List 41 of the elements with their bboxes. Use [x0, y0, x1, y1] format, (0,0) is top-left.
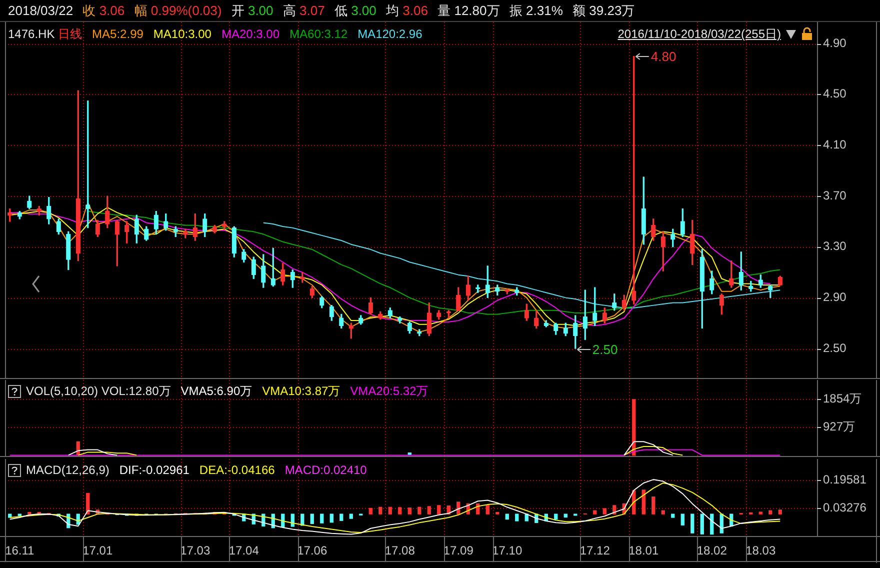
x-tick-label: 17.06	[297, 544, 328, 558]
x-tick-label: 17.12	[580, 544, 610, 558]
annotation: MACD:0.02410	[284, 463, 367, 478]
text: MA10:3.00	[153, 27, 212, 42]
y-tick-label: 1854万	[823, 392, 862, 406]
y-tick-label: 2.50	[823, 340, 847, 355]
x-tick-label: 17.03	[180, 544, 210, 558]
text: VMA5:6.90万	[180, 384, 252, 399]
chart-title: MACD(12,26,9)	[26, 463, 110, 478]
y-tick-label: 4.90	[823, 36, 847, 50]
y-tick-label: 4.50	[823, 86, 847, 101]
y-tick-label: 3.30	[823, 239, 847, 254]
chart-title: VOL(5,10,20) VOL:12.80万	[26, 384, 171, 399]
y-tick-label: 0.19581	[823, 472, 867, 487]
text: MA5:2.99	[92, 27, 144, 42]
text: DEA:-0.04166	[199, 463, 275, 478]
text: MA20:3.00	[221, 27, 280, 42]
y-tick-label: 2.90	[823, 290, 847, 304]
chart-subtitle: 2016/11/10-2018/03/22(255日)	[618, 27, 781, 41]
y-tick-label: 0.03276	[823, 500, 867, 515]
y-tick-label: 4.10	[823, 138, 847, 152]
y-tick-label: 3.70	[823, 188, 847, 202]
annotation: 2.50	[592, 342, 618, 358]
x-tick-label: 17.01	[82, 544, 113, 558]
text: MA120:2.96	[358, 27, 422, 42]
text: DIF:-0.02961	[119, 463, 190, 478]
y-tick-label: 927万	[823, 420, 856, 434]
x-tick-label: 18.01	[628, 544, 659, 558]
x-tick-label: 16.11	[5, 544, 35, 558]
x-tick-label: 17.08	[384, 544, 416, 558]
text: MA60:3.12	[290, 27, 348, 42]
x-tick-label: 18.02	[696, 544, 728, 558]
chart-title: 2018/03/22 收 3.06 幅 0.99%(0.03) 开 3.00 高 3.07 低 3.00 均 3.06 量 12.80万 振 2.31% 额 39.23万	[8, 3, 635, 18]
x-tick-label: 17.04	[228, 544, 260, 558]
x-tick-label: 17.10	[492, 544, 522, 558]
x-tick-label: 17.09	[443, 544, 474, 558]
x-tick-label: 18.03	[746, 544, 776, 558]
text: VMA10:3.87万	[262, 384, 340, 399]
text: VMA20:5.32万	[350, 384, 428, 399]
annotation: 4.80	[650, 49, 676, 64]
legend-title: 1476.HK 日线	[8, 27, 82, 41]
